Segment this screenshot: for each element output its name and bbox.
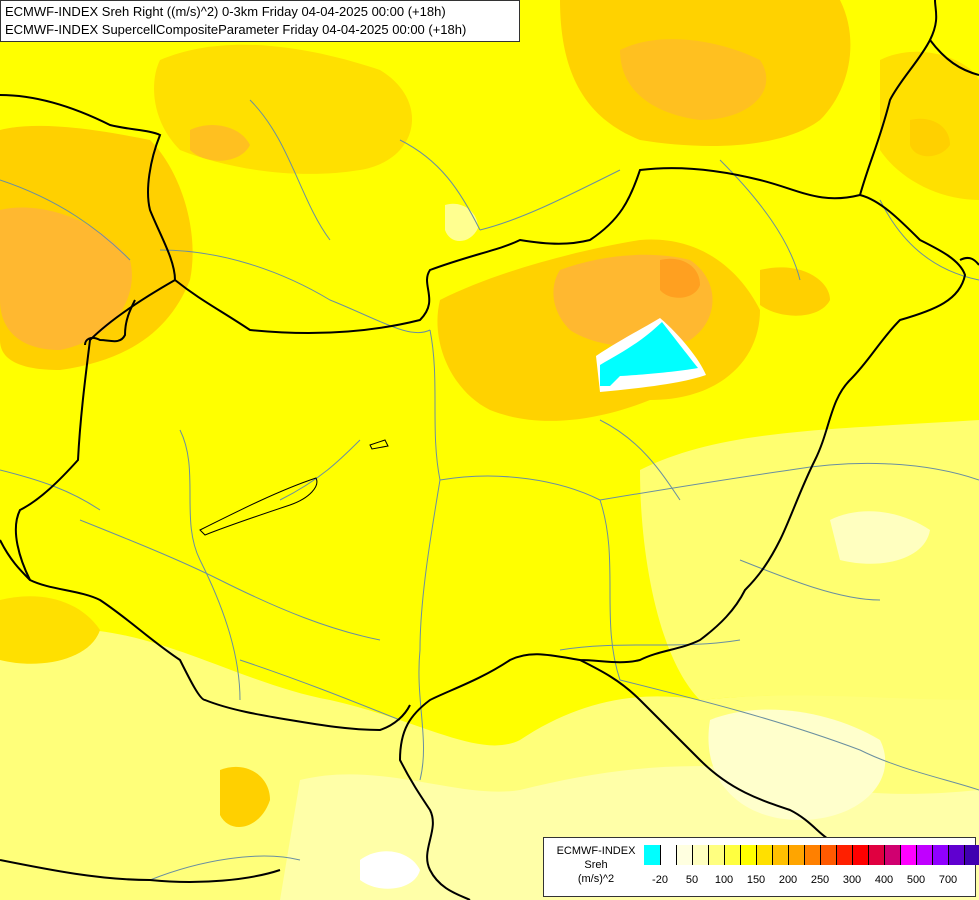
legend-swatch	[932, 845, 948, 865]
color-legend: ECMWF-INDEX Sreh (m/s)^2 -20 50 100 150 200 2…	[543, 837, 979, 897]
legend-swatch	[916, 845, 932, 865]
legend-swatch	[948, 845, 964, 865]
field-orange-sw	[0, 596, 100, 664]
legend-swatch	[820, 845, 836, 865]
legend-tick-label: -20	[652, 874, 668, 886]
field-orange-south	[220, 766, 270, 827]
field-orange-west-core	[0, 207, 132, 350]
legend-swatch	[740, 845, 756, 865]
legend-tick-label: 250	[810, 874, 830, 886]
rivers	[0, 99, 979, 881]
field-orange-east-patch	[910, 118, 950, 157]
lake-small	[369, 439, 389, 450]
legend-tick-label: 700	[938, 874, 958, 886]
legend-swatch	[900, 845, 916, 865]
field-orange-eastern	[760, 267, 830, 316]
field-light-southeast	[640, 420, 979, 700]
field-pale-patch-2	[360, 851, 420, 889]
legend-swatch	[692, 845, 708, 865]
legend-swatch	[772, 845, 788, 865]
legend-swatch	[644, 845, 660, 865]
legend-swatch	[884, 845, 900, 865]
legend-swatch	[660, 845, 676, 865]
header-line-1: ECMWF-INDEX Sreh Right ((m/s)^2) 0-3km F…	[5, 4, 446, 19]
legend-tick-label: 200	[778, 874, 798, 886]
legend-subtitle: Sreh	[584, 859, 608, 871]
lake-balaton	[199, 477, 318, 536]
legend-tick-label: 100	[714, 874, 734, 886]
field-orange-ne-core	[620, 39, 767, 121]
legend-swatch	[708, 845, 724, 865]
legend-swatches	[644, 845, 979, 865]
legend-tick-label: 50	[685, 874, 699, 886]
header-box: ECMWF-INDEX Sreh Right ((m/s)^2) 0-3km F…	[0, 0, 520, 42]
legend-tick-label: 150	[746, 874, 766, 886]
field-pale-patch	[708, 709, 886, 820]
legend-swatch	[804, 845, 820, 865]
legend-tick-label: 300	[842, 874, 862, 886]
legend-title: ECMWF-INDEX	[556, 845, 636, 857]
legend-tick-label: 500	[906, 874, 926, 886]
header-line-2: ECMWF-INDEX SupercellCompositeParameter …	[5, 22, 467, 37]
legend-swatch	[676, 845, 692, 865]
legend-ticks: -20 50 100 150 200 250 300 400 500 700	[644, 874, 970, 890]
legend-swatch	[852, 845, 868, 865]
field-orange-north-patch	[190, 125, 250, 161]
field-cyan	[600, 322, 698, 386]
field-orange-center-hot	[660, 258, 700, 298]
legend-tick-label: 400	[874, 874, 894, 886]
field-pale-blob	[445, 203, 478, 242]
legend-swatch	[724, 845, 740, 865]
field-pale-patch-3	[830, 511, 930, 564]
legend-unit: (m/s)^2	[577, 873, 615, 885]
legend-swatch	[964, 845, 979, 865]
legend-swatch	[756, 845, 772, 865]
legend-swatch	[868, 845, 884, 865]
legend-swatch	[788, 845, 804, 865]
legend-swatch	[836, 845, 852, 865]
legend-label: ECMWF-INDEX Sreh (m/s)^2	[548, 844, 644, 886]
